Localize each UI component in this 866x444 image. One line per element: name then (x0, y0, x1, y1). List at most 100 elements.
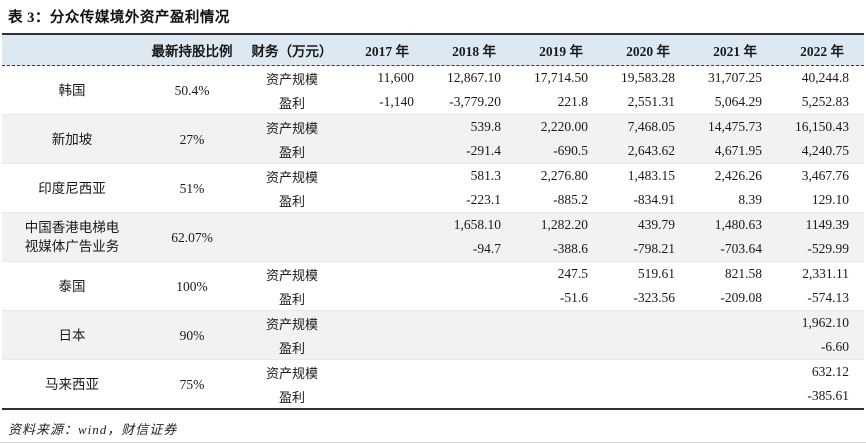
value-cell: 2,426.26 (714, 168, 762, 183)
table-row: 韩国 50.4% 资产规模 11,600 12,867.10 17,714.50 19,58… (2, 66, 864, 114)
value-cell: -385.61 (807, 388, 849, 403)
value-cell: 439.79 (637, 217, 675, 232)
source-note: 资料来源：wind，财信证券 (8, 422, 178, 437)
value-cell: 1149.39 (805, 217, 849, 232)
metric-label-cell: 盈利 (278, 340, 305, 356)
metric-label-cell: 资产规模 (265, 71, 318, 87)
table-row: 中国香港电梯电 视媒体广告业务 62.07% 1,658.10 1,282.20 439… (2, 212, 864, 261)
metric-label-cell: 盈利 (278, 389, 305, 405)
table-title: 表 3：分众传媒境外资产盈利情况 (8, 10, 230, 26)
table-row: 泰国 100% 资产规模 247.5 519.61 821.58 2,331.11 盈利 -51… (2, 261, 864, 310)
region-cell: 泰国 (58, 278, 86, 294)
metric-label-cell: 资产规模 (265, 267, 318, 283)
value-cell: 4,671.95 (714, 143, 762, 158)
value-cell: -291.4 (466, 143, 501, 158)
table-header-row: 最新持股比例 财务（万元） 2017 年 2018 年 2019 年 2020 年 2021… (2, 33, 864, 66)
region-cell: 日本 (58, 327, 86, 343)
value-cell: 1,962.10 (801, 315, 849, 330)
value-cell: -209.08 (720, 290, 762, 305)
value-cell: 1,658.10 (453, 217, 501, 232)
value-cell: 16,150.43 (795, 119, 849, 134)
value-cell: 17,714.50 (534, 70, 588, 85)
value-cell: 221.8 (557, 94, 588, 109)
year-column-header: 2022 年 (800, 44, 844, 59)
column-header: 财务（万元） (251, 44, 333, 59)
metric-label-cell: 资产规模 (265, 120, 318, 136)
region-cell: 新加坡 (51, 131, 93, 147)
region-cell: 中国香港电梯电 视媒体广告业务 (24, 220, 120, 254)
value-cell: -574.13 (807, 290, 849, 305)
value-cell: -1,140 (379, 94, 414, 109)
value-cell: 7,468.05 (627, 119, 675, 134)
metric-label-cell: 盈利 (278, 95, 305, 111)
region-cell: 马来西亚 (45, 376, 99, 392)
value-cell: 581.3 (470, 168, 501, 183)
value-cell: 12,867.10 (447, 70, 501, 85)
year-column-header: 2021 年 (713, 44, 757, 59)
holding-ratio-cell: 100% (176, 278, 208, 294)
metric-label-cell: 盈利 (278, 193, 305, 209)
value-cell: 2,276.80 (540, 168, 588, 183)
value-cell: 11,600 (377, 70, 414, 85)
metric-label-cell: 盈利 (278, 291, 305, 307)
value-cell: 5,252.83 (801, 94, 849, 109)
value-cell: 2,643.62 (627, 143, 675, 158)
value-cell: 14,475.73 (708, 119, 762, 134)
value-cell: -690.5 (553, 143, 588, 158)
year-column-header: 2019 年 (539, 44, 583, 59)
table-row: 新加坡 27% 资产规模 539.8 2,220.00 7,468.05 14,475.73… (2, 114, 864, 163)
value-cell: 632.12 (811, 364, 849, 379)
value-cell: 2,551.31 (627, 94, 675, 109)
value-cell: 519.61 (637, 266, 675, 281)
value-cell: 129.10 (811, 192, 849, 207)
value-cell: 1,483.15 (627, 168, 675, 183)
value-cell: -3,779.20 (449, 94, 501, 109)
value-cell: 5,064.29 (714, 94, 762, 109)
value-cell: -6.60 (820, 339, 849, 354)
metric-label-cell: 资产规模 (265, 365, 318, 381)
region-cell: 印度尼西亚 (38, 180, 106, 196)
value-cell: -388.6 (553, 241, 588, 256)
value-cell: 19,583.28 (621, 70, 675, 85)
value-cell: 3,467.76 (801, 168, 849, 183)
value-cell: -798.21 (633, 241, 675, 256)
value-cell: -885.2 (553, 192, 588, 207)
holding-ratio-cell: 51% (179, 180, 205, 196)
value-cell: -529.99 (807, 241, 849, 256)
value-cell: 8.39 (738, 192, 762, 207)
holding-ratio-cell: 50.4% (174, 82, 210, 98)
holding-ratio-cell: 75% (179, 376, 205, 392)
value-cell: -703.64 (720, 241, 762, 256)
value-cell: -834.91 (633, 192, 675, 207)
value-cell: 1,480.63 (714, 217, 762, 232)
holding-ratio-cell: 27% (179, 131, 205, 147)
value-cell: -51.6 (559, 290, 588, 305)
year-column-header: 2018 年 (452, 44, 496, 59)
value-cell: 2,220.00 (540, 119, 588, 134)
value-cell: -94.7 (472, 241, 501, 256)
region-cell: 韩国 (58, 82, 86, 98)
value-cell: -223.1 (466, 192, 501, 207)
value-cell: 1,282.20 (540, 217, 588, 232)
year-column-header: 2017 年 (365, 44, 409, 59)
value-cell: 539.8 (470, 119, 501, 134)
holding-ratio-cell: 90% (179, 327, 205, 343)
value-cell: 2,331.11 (802, 266, 849, 281)
metric-label-cell: 资产规模 (265, 169, 318, 185)
column-header: 最新持股比例 (151, 44, 233, 59)
year-column-header: 2020 年 (626, 44, 670, 59)
holding-ratio-cell: 62.07% (171, 229, 213, 245)
value-cell: 247.5 (557, 266, 588, 281)
value-cell: 31,707.25 (708, 70, 762, 85)
table-row: 马来西亚 75% 资产规模 632.12 盈利 -385.61 (2, 359, 864, 408)
value-cell: 4,240.75 (801, 143, 849, 158)
table-row: 日本 90% 资产规模 1,962.10 盈利 -6.60 (2, 310, 864, 359)
value-cell: 40,244.8 (801, 70, 849, 85)
table-body: 韩国 50.4% 资产规模 11,600 12,867.10 17,714.50 19,58… (2, 66, 864, 410)
metric-label-cell: 资产规模 (265, 316, 318, 332)
value-cell: -323.56 (633, 290, 675, 305)
value-cell: 821.58 (724, 266, 762, 281)
table-row: 印度尼西亚 51% 资产规模 581.3 2,276.80 1,483.15 2,426.2… (2, 163, 864, 212)
metric-label-cell: 盈利 (278, 144, 305, 160)
